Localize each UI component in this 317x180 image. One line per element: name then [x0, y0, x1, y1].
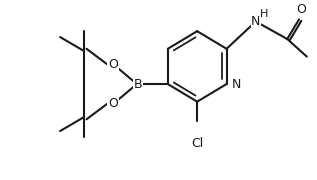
Text: O: O: [108, 97, 118, 110]
Text: Cl: Cl: [191, 137, 203, 150]
Text: O: O: [108, 58, 118, 71]
Text: H: H: [260, 9, 268, 19]
Text: N: N: [231, 78, 241, 91]
Text: B: B: [134, 78, 143, 91]
Text: N: N: [251, 15, 261, 28]
Text: O: O: [296, 3, 306, 15]
